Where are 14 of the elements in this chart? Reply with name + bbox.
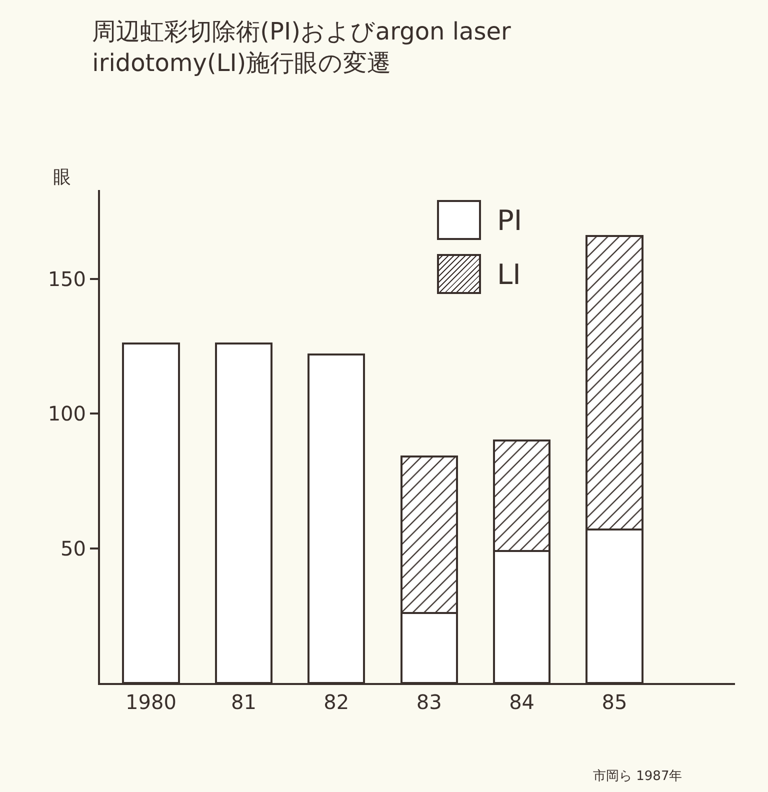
text: 市岡ら 1987年	[593, 769, 682, 784]
y-axis-title: 眼	[53, 167, 71, 188]
chart-title: 周辺虹彩切除術(PI)およびargon laser iridotomy(LI)施行眼の変遷	[92, 18, 511, 77]
x-tick-label: 81	[230, 690, 256, 714]
x-tick-label: 83	[416, 690, 442, 714]
x-tick-label: 84	[509, 690, 535, 714]
x-tick-label: 85	[602, 690, 628, 714]
y-tick-label: 100	[48, 402, 86, 426]
y-tick-label: 150	[48, 266, 86, 291]
x-tick-label: 1980	[126, 690, 176, 714]
legend-label: PI	[497, 204, 522, 236]
legend-label: LI	[497, 258, 521, 290]
y-tick-label: 50	[60, 536, 86, 560]
x-tick-label: 82	[324, 690, 350, 714]
